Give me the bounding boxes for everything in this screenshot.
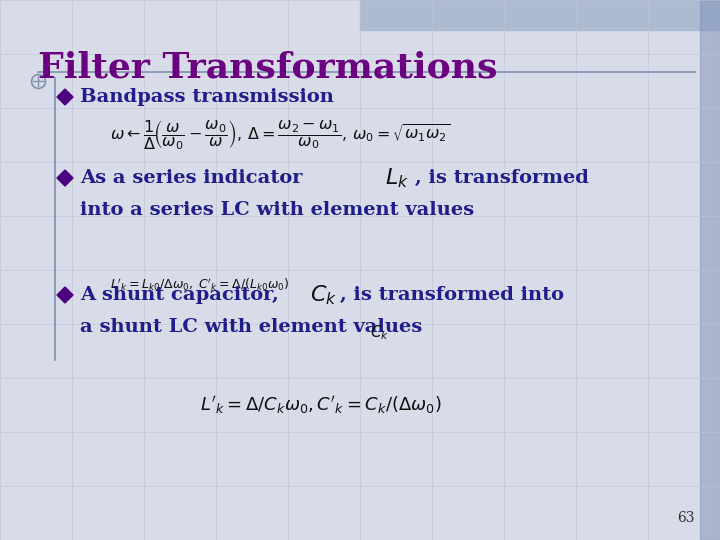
Text: Bandpass transmission: Bandpass transmission bbox=[80, 88, 334, 106]
Text: $C_k$: $C_k$ bbox=[310, 283, 337, 307]
Polygon shape bbox=[57, 170, 73, 186]
Text: $C_k$: $C_k$ bbox=[370, 323, 389, 342]
Text: $L_k$: $L_k$ bbox=[385, 166, 409, 190]
Polygon shape bbox=[57, 89, 73, 105]
Text: $L'_k = \Delta / C_k\omega_0, C'_k = C_k / (\Delta\omega_0)$: $L'_k = \Delta / C_k\omega_0, C'_k = C_k… bbox=[200, 394, 441, 416]
Text: As a series indicator: As a series indicator bbox=[80, 169, 302, 187]
Text: , is transformed into: , is transformed into bbox=[340, 286, 564, 304]
Text: , is transformed: , is transformed bbox=[415, 169, 589, 187]
Text: Filter Transformations: Filter Transformations bbox=[38, 50, 498, 84]
Text: a shunt LC with element values: a shunt LC with element values bbox=[80, 318, 422, 336]
Text: 63: 63 bbox=[678, 511, 695, 525]
Text: $L'_k = L_{k0}/\Delta\omega_0,\;C'_k = \Delta/(L_{k0}\omega_0)$: $L'_k = L_{k0}/\Delta\omega_0,\;C'_k = \… bbox=[110, 276, 289, 293]
Polygon shape bbox=[57, 287, 73, 303]
Text: into a series LC with element values: into a series LC with element values bbox=[80, 201, 474, 219]
Text: $\omega \leftarrow \dfrac{1}{\Delta}\!\left(\dfrac{\omega}{\omega_0} - \dfrac{\o: $\omega \leftarrow \dfrac{1}{\Delta}\!\l… bbox=[110, 118, 450, 152]
Text: A shunt capacitor,: A shunt capacitor, bbox=[80, 286, 279, 304]
